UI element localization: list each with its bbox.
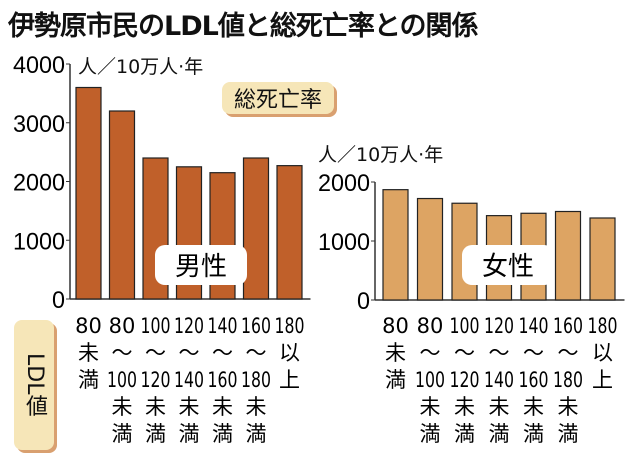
bar: [382, 189, 409, 301]
bar: [554, 210, 582, 301]
x-tick-label: 180: [553, 368, 583, 392]
x-tick-label: 満: [489, 422, 510, 446]
x-tick-label: 100: [107, 368, 137, 392]
series-label: 女性: [482, 252, 534, 282]
x-tick-label: 未: [523, 395, 544, 419]
bar: [75, 86, 102, 300]
x-tick-label: 180: [275, 314, 305, 338]
x-tick-label: 満: [454, 422, 475, 446]
x-tick-label: 140: [174, 368, 204, 392]
bar: [416, 197, 444, 301]
y-tick-label: 4000: [13, 52, 65, 79]
bar: [276, 165, 303, 300]
x-tick-label: 140: [484, 368, 514, 392]
x-tick-label: 〜: [179, 341, 200, 365]
x-tick-label: 満: [179, 422, 200, 446]
x-tick-label: 160: [241, 314, 271, 338]
x-tick-label: 以: [592, 341, 613, 365]
x-tick-label: 未: [112, 395, 133, 419]
x-tick-label: 未: [78, 341, 99, 365]
x-tick-label: 未: [246, 395, 267, 419]
x-tick-label: 満: [385, 368, 406, 392]
bar: [108, 110, 136, 300]
x-tick-label: 満: [420, 422, 441, 446]
x-tick-label: 未: [212, 395, 233, 419]
x-tick-label: 未: [145, 395, 166, 419]
x-tick-label: 100: [415, 368, 445, 392]
x-tick-label: 未: [558, 395, 579, 419]
x-tick-label: 上: [279, 368, 300, 392]
series-label: 男性: [175, 252, 227, 282]
x-tick-label: 140: [208, 314, 238, 338]
x-tick-label: 〜: [112, 341, 133, 365]
bar: [242, 157, 270, 300]
mortality-badge: 総死亡率: [222, 82, 335, 114]
x-tick-label: 80: [417, 314, 444, 338]
x-tick-label: 〜: [246, 341, 267, 365]
bar: [589, 217, 616, 301]
series-label-bg: [462, 245, 554, 285]
x-tick-label: 〜: [558, 341, 579, 365]
y-tick-label: 3000: [13, 111, 65, 138]
x-tick-label: 〜: [489, 341, 510, 365]
female-y-unit: 人／10万人·年: [318, 144, 444, 166]
y-tick-label: 2000: [318, 170, 370, 197]
y-tick-label: 2000: [13, 170, 65, 197]
x-tick-label: 160: [553, 314, 583, 338]
x-tick-label: 〜: [212, 341, 233, 365]
x-tick-label: 満: [246, 422, 267, 446]
chart-title: 伊勢原市民のLDL値と総死亡率との関係: [8, 11, 479, 42]
x-tick-label: 120: [141, 368, 171, 392]
x-tick-label: 120: [450, 368, 480, 392]
y-tick-label: 1000: [13, 228, 65, 255]
male-y-unit: 人／10万人·年: [78, 56, 204, 78]
x-tick-label: 満: [558, 422, 579, 446]
x-tick-label: 180: [588, 314, 618, 338]
x-tick-label: 〜: [523, 341, 544, 365]
y-tick-label: 0: [357, 288, 370, 315]
x-tick-label: 160: [208, 368, 238, 392]
x-tick-label: 以: [279, 341, 300, 365]
x-tick-label: 120: [484, 314, 514, 338]
series-label-bg: [155, 245, 247, 285]
y-tick-label: 1000: [318, 229, 370, 256]
x-tick-label: 未: [489, 395, 510, 419]
x-tick-label: 未: [454, 395, 475, 419]
x-tick-label: 満: [523, 422, 544, 446]
x-tick-label: 100: [141, 314, 171, 338]
x-tick-label: 80: [382, 314, 409, 338]
x-tick-label: 満: [78, 368, 99, 392]
x-tick-label: 満: [212, 422, 233, 446]
x-tick-label: 〜: [454, 341, 475, 365]
x-tick-label: 100: [450, 314, 480, 338]
x-tick-label: 未: [420, 395, 441, 419]
x-tick-label: 80: [109, 314, 136, 338]
x-tick-label: 未: [385, 341, 406, 365]
x-tick-label: 〜: [145, 341, 166, 365]
x-tick-label: 満: [112, 422, 133, 446]
x-tick-label: 140: [519, 314, 549, 338]
x-tick-label: 80: [75, 314, 102, 338]
x-tick-label: 満: [145, 422, 166, 446]
x-tick-label: 120: [174, 314, 204, 338]
x-tick-label: 〜: [420, 341, 441, 365]
x-tick-label: 上: [592, 368, 613, 392]
ldl-axis-label: LDL値: [14, 320, 54, 450]
x-tick-label: 180: [241, 368, 271, 392]
x-tick-label: 未: [179, 395, 200, 419]
y-tick-label: 0: [52, 287, 65, 314]
x-tick-label: 160: [519, 368, 549, 392]
